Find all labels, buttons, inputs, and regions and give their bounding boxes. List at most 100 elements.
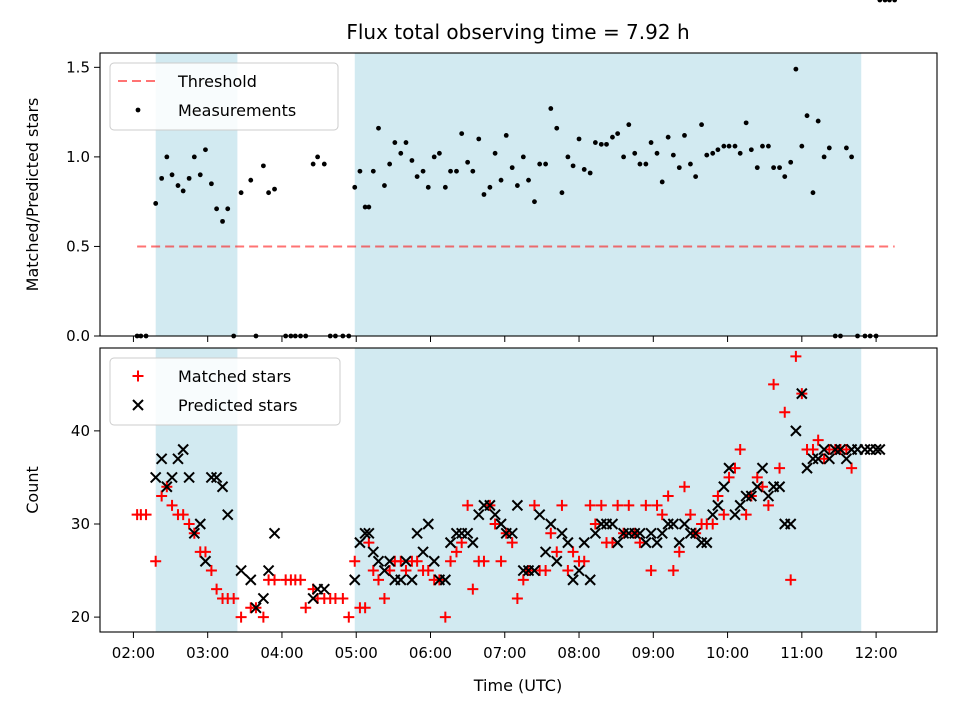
predicted-star-marker (484, 499, 496, 512)
matched-star-marker (673, 546, 685, 558)
predicted-star-marker (250, 602, 262, 614)
matched-star-marker (595, 499, 607, 511)
matched-star-marker (528, 499, 540, 511)
x-tick-label: 10:00 (706, 644, 749, 662)
measurement-point (414, 174, 420, 179)
predicted-star-marker (307, 592, 319, 605)
predicted-star-marker (578, 536, 590, 549)
predicted-star-marker (589, 527, 602, 540)
matched-star-marker (199, 546, 211, 558)
measurement-point (191, 154, 197, 160)
matched-star-marker (684, 509, 696, 521)
chart-title: Flux total observing time = 7.92 h (346, 20, 689, 44)
measurement-point (248, 177, 254, 183)
measurement-point (520, 154, 526, 160)
predicted-star-marker (712, 499, 724, 512)
measurement-point (310, 161, 316, 167)
predicted-star-marker (511, 499, 524, 512)
matched-star-marker (740, 509, 752, 521)
measurement-point (362, 204, 368, 210)
matched-star-marker (540, 565, 552, 577)
x-tick-label: 02:00 (112, 644, 155, 662)
predicted-star-marker (801, 462, 813, 474)
measurement-point (503, 132, 509, 138)
measurement-point (815, 118, 821, 124)
predicted-star-marker (257, 592, 270, 605)
measurement-point (715, 147, 721, 153)
predicted-star-marker (506, 527, 518, 540)
predicted-star-marker (210, 471, 223, 484)
matched-star-marker (762, 499, 774, 511)
measurement-point (788, 159, 794, 165)
measurement-point (615, 131, 621, 137)
matched-star-marker (640, 499, 652, 511)
predicted-star-marker (762, 490, 775, 502)
x-tick-label: 06:00 (409, 644, 452, 662)
matched-star-marker (257, 611, 269, 623)
matched-star-marker (478, 555, 490, 567)
predicted-star-marker (595, 518, 608, 530)
predicted-star-marker (689, 527, 702, 540)
measurement-point (704, 152, 710, 158)
matched-star-marker (300, 602, 312, 614)
predicted-star-marker (359, 527, 371, 540)
measurement-point (186, 175, 192, 181)
matched-star-marker (729, 462, 741, 474)
predicted-star-marker (556, 527, 568, 540)
predicted-star-marker (829, 443, 841, 456)
panel2-frame (99, 347, 938, 633)
matched-star-marker (295, 574, 307, 586)
matched-star-marker (840, 443, 852, 455)
matched-star-marker (768, 378, 780, 390)
measurement-point (766, 143, 771, 149)
measurement-point (821, 154, 827, 160)
measurement-point (576, 136, 582, 142)
x-tick-label: 12:00 (854, 644, 897, 662)
predicted-star-marker (870, 443, 882, 456)
predicted-star-marker (383, 555, 396, 567)
legend-matched-swatch (132, 370, 144, 382)
matched-star-marker (678, 481, 690, 493)
predicted-star-marker (539, 546, 552, 558)
x-tick-label: 03:00 (186, 644, 229, 662)
measurement-point (315, 154, 321, 160)
predicted-star-marker (461, 527, 474, 540)
measurement-point (554, 125, 560, 131)
measurement-point (532, 199, 537, 205)
predicted-star-marker (216, 481, 229, 493)
matched-star-marker (359, 602, 371, 614)
matched-star-marker (506, 537, 518, 549)
matched-star-marker (456, 537, 468, 549)
matched-star-marker (489, 518, 501, 530)
matched-star-marker (367, 565, 379, 577)
measurement-point (180, 188, 186, 194)
matched-star-marker (645, 565, 657, 577)
measurement-point (621, 154, 626, 160)
measurement-point (843, 145, 849, 151)
measurement-point (882, 0, 888, 3)
measurement-point (892, 0, 898, 3)
predicted-star-marker (859, 443, 871, 456)
predicted-star-marker (172, 453, 184, 465)
panel2-y-tick-label: 40 (71, 422, 90, 440)
x-tick-label: 07:00 (483, 644, 526, 662)
predicted-star-marker (354, 536, 366, 549)
predicted-star-marker (367, 546, 380, 558)
measurement-point (665, 134, 671, 140)
measurement-point (592, 140, 598, 145)
matched-star-marker (337, 592, 349, 604)
measurement-point (849, 154, 854, 160)
matched-star-marker (779, 406, 791, 418)
matched-star-marker (718, 509, 730, 521)
measurement-point (726, 143, 732, 149)
predicted-star-marker (235, 564, 247, 577)
predicted-star-marker (417, 546, 429, 558)
predicted-star-marker (245, 574, 257, 586)
matched-star-marker (612, 499, 624, 511)
measurement-point (431, 154, 437, 160)
matched-star-marker (734, 443, 746, 455)
measurement-point (476, 136, 482, 142)
matched-star-marker (651, 499, 663, 511)
measurement-point (670, 152, 676, 158)
predicted-star-marker (444, 536, 457, 549)
